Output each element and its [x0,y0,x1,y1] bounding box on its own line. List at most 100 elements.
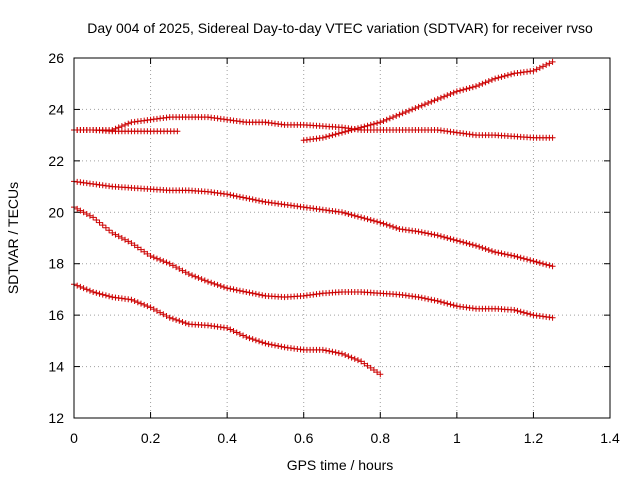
data-point [86,287,93,294]
data-point [361,360,368,367]
y-tick-label: 12 [48,410,64,426]
data-point [508,71,515,78]
data-point [252,337,259,344]
data-point [463,85,470,92]
data-point [546,60,553,67]
data-point [428,296,435,303]
data-point [450,302,457,309]
data-point [240,332,247,339]
data-point [527,257,534,264]
data-point [473,83,479,90]
data-point [118,235,125,241]
data-point [348,354,355,361]
data-point [224,325,231,331]
data-point [374,218,381,225]
data-point [323,347,330,354]
data-point [418,102,425,109]
data-point [74,282,81,289]
data-point [351,355,358,362]
data-point [211,280,218,287]
data-point [383,116,390,123]
data-point [112,231,119,238]
data-point [243,195,250,202]
data-point [74,205,81,212]
data-point [386,222,393,229]
data-point [319,134,326,141]
data-point [138,300,144,307]
data-point [272,342,278,349]
data-point [498,73,505,80]
data-point [361,215,368,222]
data-point [179,319,186,325]
data-point [501,251,508,258]
data-point [482,79,489,86]
data-point [463,240,470,247]
data-point [268,341,275,348]
data-point [364,362,371,369]
data-point [179,267,186,274]
data-point [488,248,495,255]
data-point [134,299,141,306]
data-point [125,238,132,245]
y-axis-label: SDTVAR / TECUs [5,182,21,294]
data-point [96,290,103,297]
data-point [498,250,505,257]
data-point [546,262,553,269]
data-point [77,207,84,214]
data-point [339,209,345,216]
series-track-6 [71,281,384,378]
data-point [428,98,435,105]
chart-title: Day 004 of 2025, Sidereal Day-to-day VTE… [87,20,593,36]
data-point [77,283,84,290]
data-point [278,343,285,350]
data-point [390,223,397,230]
data-point [511,307,518,313]
data-point [80,285,87,292]
data-point [227,191,234,198]
data-point [364,122,371,129]
data-point [415,294,422,301]
data-point [90,214,97,221]
data-point [122,121,129,128]
data-point [141,248,148,255]
data-point [415,228,422,235]
data-point [437,298,444,305]
data-point [233,287,240,294]
data-point [444,92,451,99]
data-point [351,212,358,219]
data-point [421,295,428,302]
data-point [326,348,333,355]
data-point [93,217,100,223]
data-point [236,331,243,337]
data-point [153,255,160,262]
data-point [425,230,432,237]
y-tick-label: 20 [48,204,64,220]
data-point [227,326,234,333]
data-point [147,304,154,311]
data-point [99,291,106,298]
data-point [141,301,148,308]
data-point [157,256,164,263]
data-point [409,106,416,113]
data-point [182,269,189,276]
data-point [131,242,138,249]
data-point [431,97,438,104]
data-point [354,357,361,364]
data-point [185,271,192,277]
data-point [122,236,129,243]
data-point [275,343,282,349]
data-point [169,262,176,269]
data-point [520,255,527,262]
data-point [469,84,476,91]
data-point [109,229,116,236]
data-point [485,78,492,85]
data-point [224,285,231,292]
y-tick-label: 16 [48,307,64,323]
series-track-4 [71,178,556,270]
data-point [402,109,409,115]
data-point [173,316,180,323]
data-point [482,245,489,252]
data-point [80,209,87,216]
data-point [176,265,183,272]
